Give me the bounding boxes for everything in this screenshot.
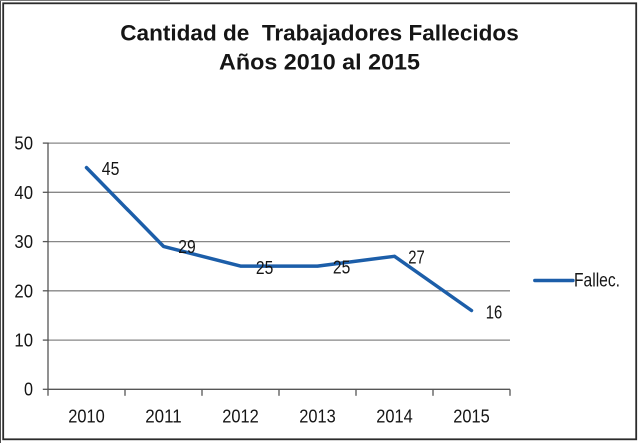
svg-text:50: 50 — [14, 133, 33, 154]
svg-text:40: 40 — [14, 182, 33, 203]
svg-text:2014: 2014 — [376, 406, 413, 427]
svg-text:25: 25 — [333, 257, 350, 278]
svg-text:2012: 2012 — [222, 406, 259, 427]
svg-text:Cantidad de Trabajadores Fall: Cantidad de Trabajadores Fallecidos — [120, 20, 519, 45]
svg-text:Años 2010 al 2015: Años 2010 al 2015 — [219, 50, 420, 75]
svg-text:27: 27 — [408, 246, 425, 267]
svg-text:2011: 2011 — [145, 406, 182, 427]
svg-text:0: 0 — [24, 379, 33, 400]
svg-text:25: 25 — [256, 257, 273, 278]
svg-text:2015: 2015 — [453, 406, 490, 427]
svg-text:2013: 2013 — [299, 406, 336, 427]
svg-text:Fallec.: Fallec. — [574, 271, 620, 292]
svg-text:29: 29 — [178, 236, 195, 257]
svg-text:30: 30 — [14, 231, 33, 252]
svg-text:10: 10 — [14, 330, 33, 351]
svg-text:16: 16 — [486, 302, 503, 323]
svg-text:45: 45 — [102, 158, 120, 179]
svg-text:2010: 2010 — [68, 406, 105, 427]
svg-text:20: 20 — [14, 280, 33, 301]
